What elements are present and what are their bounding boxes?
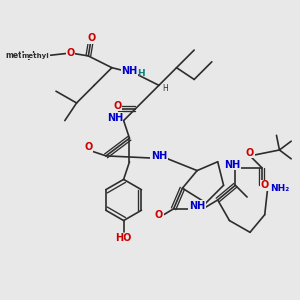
Text: HO: HO bbox=[116, 233, 132, 243]
Text: O: O bbox=[114, 101, 122, 111]
Text: NH₂: NH₂ bbox=[271, 184, 290, 193]
Text: NH: NH bbox=[151, 151, 167, 161]
Text: NH: NH bbox=[189, 201, 205, 211]
Text: methyl: methyl bbox=[22, 53, 49, 59]
Text: NH: NH bbox=[122, 66, 138, 76]
Text: O: O bbox=[261, 180, 269, 190]
Text: H: H bbox=[137, 69, 145, 78]
Text: O: O bbox=[67, 48, 75, 58]
Text: O: O bbox=[155, 210, 163, 220]
Text: NH: NH bbox=[224, 160, 241, 170]
Text: O: O bbox=[84, 142, 92, 152]
Text: O: O bbox=[87, 33, 95, 43]
Text: NH: NH bbox=[107, 113, 123, 123]
Text: H: H bbox=[162, 84, 168, 93]
Text: O: O bbox=[246, 148, 254, 158]
Text: methyl: methyl bbox=[5, 51, 35, 60]
